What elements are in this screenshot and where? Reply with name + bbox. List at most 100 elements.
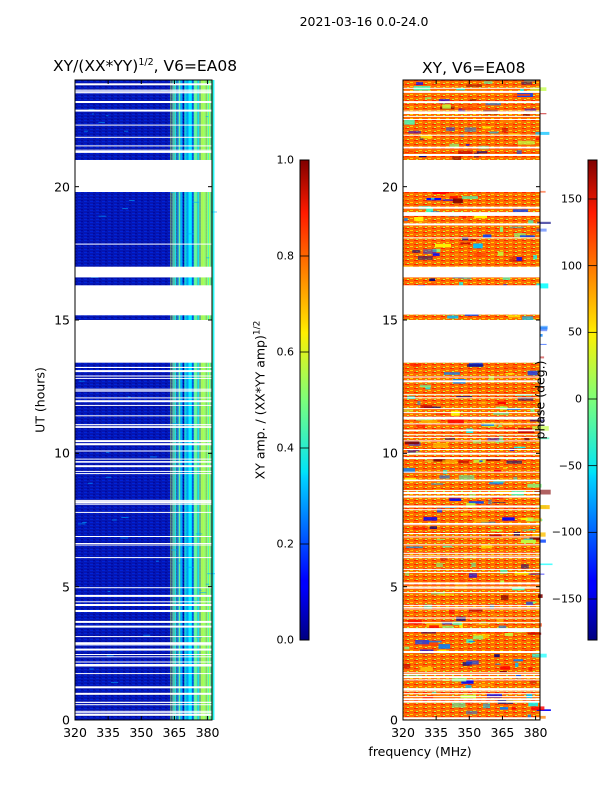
phase-noise-patch	[464, 127, 477, 132]
phase-noise-patch	[412, 250, 421, 253]
phase-noise-patch	[495, 406, 505, 408]
phase-noise-patch	[442, 625, 454, 628]
phase-noise-patch	[462, 215, 467, 219]
amplitude-y-tick-label: 15	[54, 312, 70, 328]
phase-noise-patch	[456, 616, 466, 621]
phase-noise-patch	[427, 220, 433, 223]
phase-noise-patch	[420, 384, 431, 388]
phase-noise-patch	[415, 640, 430, 645]
phase-noise-patch	[465, 702, 474, 704]
phase-noise-patch	[447, 419, 464, 424]
phase-noise-patch	[459, 623, 463, 628]
phase-flagged-line	[403, 592, 540, 594]
phase-flagged-line	[403, 524, 540, 526]
amplitude-flagged-line	[75, 375, 212, 377]
phase-noise-patch	[442, 199, 457, 201]
phase-noise-patch	[404, 119, 415, 125]
amplitude-flagged-line	[75, 350, 212, 352]
phase-noise-patch	[404, 646, 410, 650]
phase-flagged-band	[403, 266, 540, 278]
phase-noise-patch	[426, 207, 434, 213]
amplitude-flagged-line	[75, 692, 212, 695]
phase-noise-patch	[513, 659, 523, 662]
amplitude-noise-speck	[156, 560, 159, 562]
phase-noise-patch	[442, 545, 453, 548]
amplitude-flagged-line	[75, 185, 212, 187]
amplitude-flagged-line	[75, 415, 212, 417]
phase-noise-patch	[529, 536, 541, 541]
amplitude-noise-speck	[143, 634, 151, 636]
phase-noise-patch	[500, 569, 508, 574]
phase-noise-patch	[466, 710, 478, 715]
phase-noise-patch	[440, 556, 448, 561]
phase-flagged-line	[403, 434, 540, 436]
amplitude-y-tick-label: 0	[62, 712, 70, 728]
phase-noise-patch	[442, 464, 456, 466]
phase-flagged-line	[403, 536, 540, 538]
phase-flagged-line	[403, 440, 540, 442]
phase-noise-patch	[496, 618, 504, 622]
phase-flagged-line	[403, 90, 540, 93]
phase-y-tick-label: 15	[382, 312, 398, 328]
phase-noise-patch	[498, 625, 507, 631]
amplitude-channel-streak	[204, 80, 208, 720]
amplitude-channel-streak	[177, 80, 179, 720]
phase-flagged-line	[403, 430, 540, 432]
phase-noise-patch	[507, 315, 521, 318]
amplitude-flagged-line	[75, 314, 212, 316]
figure-suptitle: 2021-03-16 0.0-24.0	[299, 14, 429, 29]
phase-flagged-line	[403, 509, 540, 511]
phase-noise-patch	[446, 127, 455, 132]
phase-noise-patch	[528, 573, 545, 575]
phase-noise-patch	[525, 517, 534, 522]
phase-flagged-line	[403, 471, 540, 473]
phase-noise-patch	[423, 517, 438, 521]
phase-noise-patch	[516, 257, 522, 261]
amplitude-noise-speck	[122, 208, 128, 210]
amplitude-flagged-line	[75, 124, 212, 126]
amplitude-channel-streak	[172, 80, 175, 720]
x-axis-label: frequency (MHz)	[368, 744, 472, 759]
amplitude-flagged-line	[75, 426, 212, 428]
phase-noise-patch	[528, 220, 534, 225]
phase-noise-patch	[528, 701, 538, 707]
phase-noise-patch	[508, 133, 520, 136]
phase-noise-patch	[449, 196, 458, 199]
phase-flagged-line	[403, 544, 540, 546]
phase-noise-patch	[536, 190, 546, 193]
phase-flagged-line	[403, 555, 540, 557]
amplitude-noise-speck	[206, 257, 210, 259]
amplitude-noise-speck	[183, 545, 191, 547]
phase-noise-patch	[521, 539, 536, 544]
phase-noise-patch	[403, 663, 411, 669]
phase-flagged-band	[403, 285, 540, 315]
phase-noise-patch	[483, 703, 490, 709]
amplitude-flagged-line	[75, 101, 212, 103]
phase-noise-patch	[412, 526, 428, 531]
phase-noise-patch	[497, 401, 506, 404]
amplitude-flagged-line	[75, 400, 212, 403]
left-y-axis-label: UT (hours)	[32, 367, 48, 433]
phase-noise-patch	[516, 150, 522, 156]
amplitude-flagged-line	[75, 145, 212, 147]
amplitude-channel-streak	[191, 80, 193, 720]
amplitude-flagged-line	[75, 544, 212, 546]
phase-noise-patch	[466, 660, 479, 665]
phase-colorbar	[587, 159, 598, 641]
amplitude-noise-speck	[78, 523, 86, 525]
phase-noise-patch	[458, 571, 467, 575]
amplitude-flagged-line	[75, 172, 212, 173]
phase-noise-patch	[403, 548, 412, 551]
amplitude-noise-speck	[180, 283, 185, 285]
phase-noise-patch	[438, 644, 451, 649]
phase-noise-patch	[524, 80, 537, 82]
phase-noise-patch	[474, 518, 489, 523]
phase-flagged-band	[403, 320, 540, 363]
phase-noise-patch	[416, 219, 433, 223]
phase-noise-patch	[410, 581, 416, 584]
amplitude-flagged-line	[75, 440, 212, 443]
amplitude-noise-speck	[172, 423, 178, 424]
phase-flagged-line	[403, 552, 540, 554]
phase-flagged-line	[403, 606, 540, 608]
amplitude-x-tick-label: 350	[129, 725, 154, 740]
